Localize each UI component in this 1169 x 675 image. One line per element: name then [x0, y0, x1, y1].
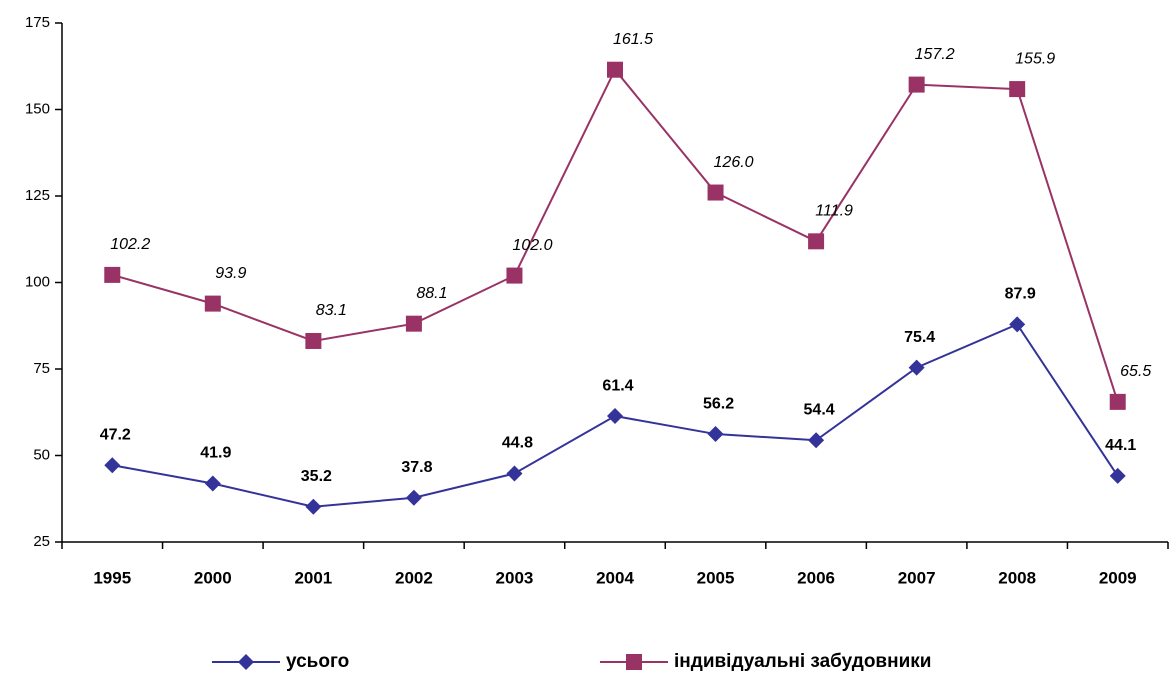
data-label: 83.1 — [316, 302, 347, 319]
x-tick-label: 1995 — [93, 568, 131, 587]
x-tick-label: 2001 — [294, 568, 332, 587]
data-label: 102.0 — [512, 237, 552, 254]
data-label: 56.2 — [703, 395, 734, 412]
marker — [1009, 316, 1026, 333]
data-label: 35.2 — [301, 468, 332, 485]
marker — [405, 489, 422, 506]
marker — [506, 267, 523, 284]
data-label: 161.5 — [613, 31, 653, 48]
marker — [808, 432, 825, 449]
data-label: 44.1 — [1105, 437, 1136, 454]
y-tick-label: 50 — [33, 446, 50, 463]
marker — [104, 457, 121, 474]
data-label: 155.9 — [1015, 50, 1055, 67]
data-label: 102.2 — [110, 236, 150, 253]
marker — [808, 233, 825, 250]
data-label: 87.9 — [1005, 286, 1036, 303]
marker — [626, 654, 642, 670]
marker — [1109, 467, 1126, 484]
y-tick-label: 175 — [25, 14, 50, 31]
marker — [204, 295, 221, 312]
data-label: 61.4 — [602, 377, 633, 394]
data-label: 44.8 — [502, 435, 533, 452]
x-tick-label: 2004 — [596, 568, 634, 587]
data-label: 126.0 — [714, 154, 754, 171]
x-tick-label: 2003 — [496, 568, 534, 587]
y-tick-label: 100 — [25, 273, 50, 290]
data-label: 157.2 — [915, 46, 955, 63]
marker — [908, 76, 925, 93]
marker — [1009, 81, 1026, 98]
data-label: 54.4 — [804, 401, 835, 418]
y-tick-label: 125 — [25, 187, 50, 204]
data-label: 75.4 — [904, 329, 935, 346]
data-label: 37.8 — [401, 459, 432, 476]
x-tick-label: 2007 — [898, 568, 936, 587]
marker — [707, 426, 724, 443]
x-tick-label: 2006 — [797, 568, 835, 587]
marker — [707, 184, 724, 201]
data-label: 88.1 — [416, 285, 447, 302]
marker — [238, 654, 254, 670]
marker — [305, 332, 322, 349]
data-label: 93.9 — [215, 265, 246, 282]
y-tick-label: 25 — [33, 533, 50, 550]
data-label: 65.5 — [1120, 363, 1151, 380]
marker — [1109, 393, 1126, 410]
data-label: 111.9 — [815, 203, 853, 220]
marker — [305, 498, 322, 515]
legend-label: усього — [286, 651, 349, 672]
marker — [405, 315, 422, 332]
marker — [607, 408, 623, 425]
y-tick-label: 150 — [25, 100, 50, 117]
y-tick-label: 75 — [33, 360, 50, 377]
x-tick-label: 2005 — [697, 568, 735, 587]
x-tick-label: 2000 — [194, 568, 232, 587]
data-label: 47.2 — [100, 426, 131, 443]
x-tick-label: 2009 — [1099, 568, 1137, 587]
series-line — [111, 67, 1119, 403]
marker — [204, 475, 221, 492]
marker — [506, 465, 523, 482]
data-label: 41.9 — [200, 445, 231, 462]
x-tick-label: 2008 — [998, 568, 1036, 587]
legend-label: індивідуальні забудовники — [674, 651, 931, 672]
marker — [607, 61, 623, 78]
marker — [908, 359, 925, 376]
marker — [104, 266, 121, 283]
x-tick-label: 2002 — [395, 568, 433, 587]
